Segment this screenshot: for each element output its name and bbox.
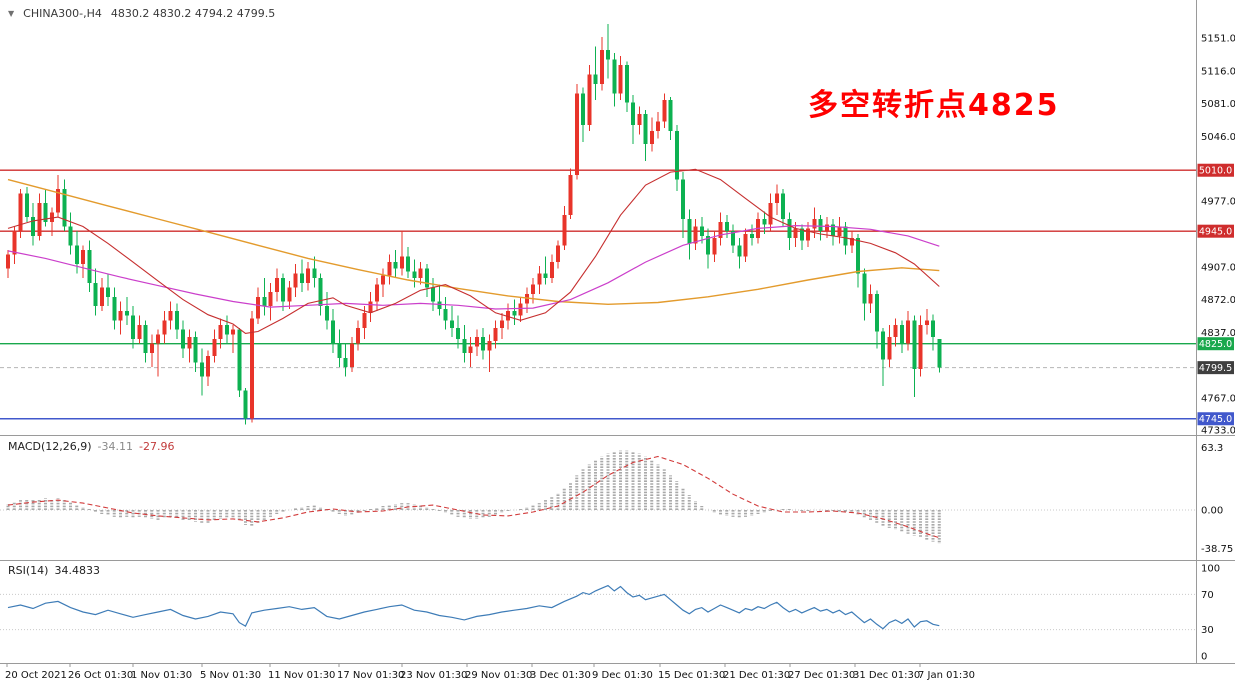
time-axis-label: 31 Dec 01:30 — [853, 670, 920, 681]
svg-text:4837.0: 4837.0 — [1201, 328, 1235, 339]
macd-name: MACD(12,26,9) — [8, 440, 92, 453]
time-axis[interactable]: 20 Oct 2021 26 Oct 01:301 Nov 01:30 5 Nov … — [5, 663, 975, 682]
svg-text:4977.0: 4977.0 — [1201, 197, 1235, 208]
svg-text:100: 100 — [1201, 564, 1220, 575]
time-axis-label: 27 Dec 01:30 — [788, 670, 855, 681]
macd-signal-line — [7, 455, 940, 539]
ma-red-line — [7, 168, 940, 334]
svg-text:4825.0: 4825.0 — [1199, 339, 1232, 350]
symbol-info-bar: ▼ CHINA300-,H4 4830.2 4830.2 4794.2 4799… — [8, 7, 275, 20]
svg-text:70: 70 — [1201, 590, 1214, 601]
candles-group — [6, 23, 942, 425]
svg-text:5010.0: 5010.0 — [1199, 166, 1232, 177]
time-axis-label: 21 Dec 01:30 — [723, 670, 790, 681]
rsi-value: 34.4833 — [54, 564, 100, 577]
time-axis-label: 5 Nov 01:30 — [200, 670, 261, 681]
svg-text:0: 0 — [1201, 652, 1207, 663]
rsi-line — [7, 584, 940, 630]
level-price-tag — [1197, 412, 1234, 426]
ma-orange-line — [7, 178, 940, 306]
trend-annotation: 多空转折点4825 — [808, 88, 1060, 123]
time-axis-label: 15 Dec 01:30 — [658, 670, 725, 681]
svg-text:4799.5: 4799.5 — [1199, 363, 1232, 374]
svg-text:4907.0: 4907.0 — [1201, 262, 1235, 273]
symbol-name: CHINA300-,H4 — [23, 7, 102, 20]
svg-text:5116.0: 5116.0 — [1201, 66, 1235, 77]
collapse-chart-icon[interactable]: ▼ — [8, 8, 15, 18]
svg-text:4872.0: 4872.0 — [1201, 295, 1235, 306]
svg-text:-38.75: -38.75 — [1201, 544, 1233, 555]
price-axis[interactable]: 5151.0 5116.0 5081.0 5046.0 4977.0 4907.0 4872… — [1197, 34, 1235, 663]
time-axis-label: 23 Nov 01:30 — [400, 670, 467, 681]
svg-text:4767.0: 4767.0 — [1201, 394, 1235, 405]
svg-text:5151.0: 5151.0 — [1201, 34, 1235, 45]
svg-text:4733.0: 4733.0 — [1201, 426, 1235, 437]
macd-main-value: -34.11 — [97, 440, 134, 453]
ma-magenta-line — [7, 224, 940, 310]
macd-pane[interactable] — [0, 450, 1196, 544]
level-price-tag — [1197, 224, 1234, 238]
price-pane[interactable] — [0, 23, 1196, 425]
svg-text:4745.0: 4745.0 — [1199, 414, 1232, 425]
time-axis-label: 26 Oct 01:30 — [68, 670, 133, 681]
svg-text:63.3: 63.3 — [1201, 443, 1223, 454]
pane-separators — [0, 0, 1235, 664]
svg-text:4945.0: 4945.0 — [1199, 227, 1232, 238]
rsi-pane[interactable] — [0, 584, 1196, 631]
rsi-indicator-label: RSI(14) 34.4833 — [8, 564, 100, 577]
time-axis-label: 3 Dec 01:30 — [530, 670, 591, 681]
macd-indicator-label: MACD(12,26,9) -34.11 -27.96 — [8, 440, 174, 453]
time-axis-label: 11 Nov 01:30 — [268, 670, 335, 681]
current-price-tag — [1197, 361, 1234, 375]
svg-text:5046.0: 5046.0 — [1201, 132, 1235, 143]
time-axis-label: 20 Oct 2021 — [5, 670, 67, 681]
ohlc-readout: 4830.2 4830.2 4794.2 4799.5 — [110, 7, 276, 20]
level-price-tag — [1197, 163, 1234, 177]
time-axis-label: 29 Nov 01:30 — [465, 670, 532, 681]
time-axis-label: 7 Jan 01:30 — [918, 670, 975, 681]
time-axis-label: 1 Nov 01:30 — [131, 670, 192, 681]
time-axis-label: 9 Dec 01:30 — [592, 670, 653, 681]
macd-signal-value: -27.96 — [139, 440, 175, 453]
time-axis-label: 17 Nov 01:30 — [337, 670, 404, 681]
level-price-tag — [1197, 337, 1234, 351]
svg-text:5081.0: 5081.0 — [1201, 99, 1235, 110]
rsi-name: RSI(14) — [8, 564, 49, 577]
svg-text:30: 30 — [1201, 625, 1214, 636]
svg-text:0.00: 0.00 — [1201, 506, 1223, 517]
